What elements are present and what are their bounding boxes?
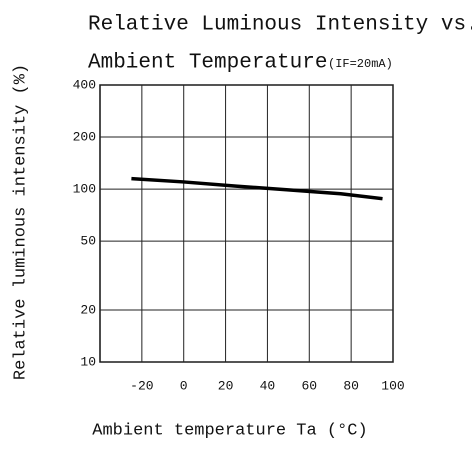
y-axis-label: Relative luminous intensity (%) (11, 64, 30, 380)
y-tick-label: 100 (73, 182, 96, 197)
y-tick-label: 20 (80, 302, 96, 317)
x-tick-label: 20 (218, 378, 234, 393)
x-tick-label: 0 (180, 378, 188, 393)
x-tick-label: 80 (343, 378, 359, 393)
data-line (131, 176, 383, 201)
x-tick-label: 40 (260, 378, 276, 393)
x-tick-label: 100 (381, 378, 404, 393)
x-tick-label: -20 (130, 378, 153, 393)
y-tick-label: 400 (73, 77, 96, 92)
y-tick-label: 50 (80, 234, 96, 249)
y-tick-label: 10 (80, 354, 96, 369)
chart-title-line: Ambient Temperature (88, 52, 327, 75)
annotation: (IF=20mA) (328, 57, 393, 71)
y-tick-label: 200 (73, 129, 96, 144)
x-tick-label: 60 (301, 378, 317, 393)
x-axis-label: Ambient temperature Ta (°C) (92, 421, 367, 440)
plot-frame (99, 84, 394, 363)
chart-title-line: Relative Luminous Intensity vs. (88, 14, 472, 37)
